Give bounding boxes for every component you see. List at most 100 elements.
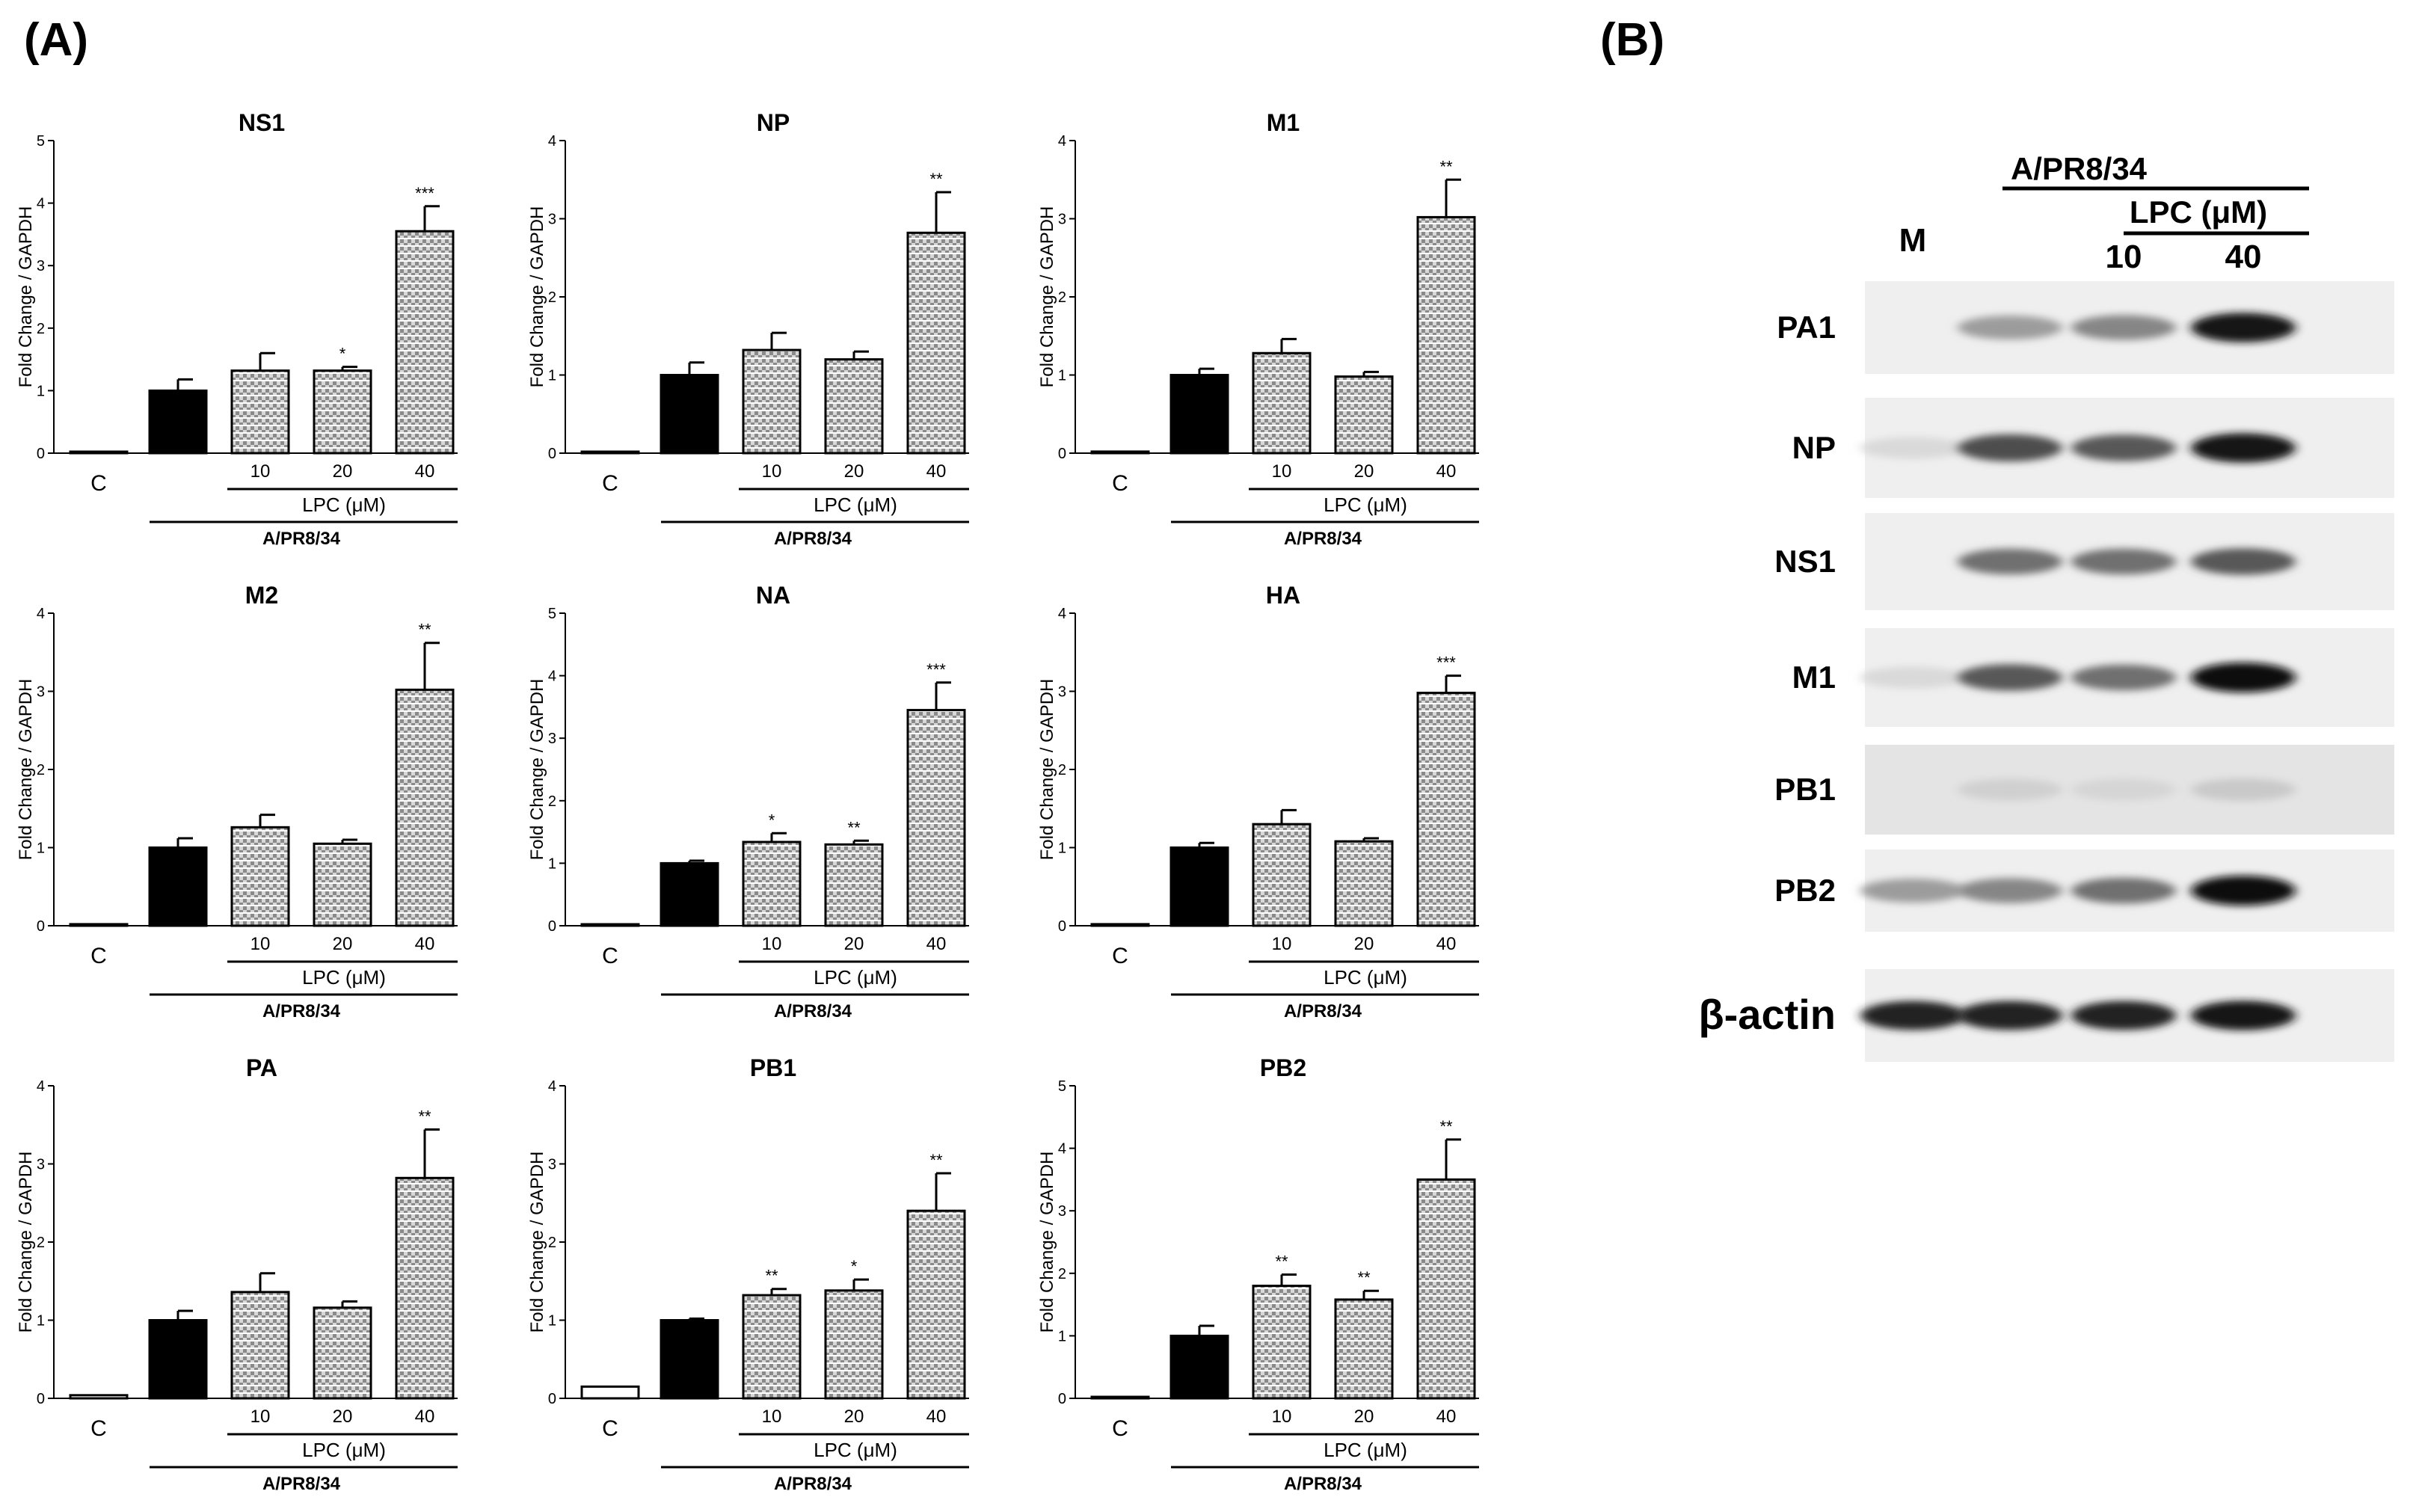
- x-category-label: C: [90, 1416, 107, 1441]
- x-category-label: C: [602, 471, 618, 496]
- x-category-label: 10: [762, 934, 782, 954]
- bar-4: [824, 1289, 884, 1400]
- x-category-label: 20: [1354, 461, 1374, 482]
- y-axis-label: Fold Change / GAPDH: [16, 679, 36, 861]
- bar-5: [906, 1209, 966, 1400]
- chart-title: HA: [1266, 582, 1300, 609]
- blot-lpc-label: LPC (μM): [2130, 194, 2267, 230]
- bar-2: [148, 389, 208, 455]
- significance-mark: *: [339, 345, 346, 363]
- x-category-label: C: [1112, 944, 1128, 968]
- bar-3: [230, 826, 290, 927]
- blot-row-ns1: NS1: [1774, 513, 2394, 610]
- lpc-group-label: LPC (μM): [1324, 966, 1407, 989]
- significance-mark: **: [418, 621, 431, 639]
- y-axis-label: Fold Change / GAPDH: [1037, 679, 1057, 861]
- blot-row-label: NS1: [1774, 544, 1836, 579]
- x-category-label: 20: [1354, 934, 1374, 954]
- significance-mark: **: [1275, 1252, 1288, 1270]
- lpc-group-label: LPC (μM): [814, 966, 897, 989]
- y-axis-label: Fold Change / GAPDH: [527, 1152, 547, 1333]
- x-category-label: 40: [926, 1407, 947, 1427]
- blot-band: [2071, 1001, 2176, 1030]
- bar-1: [69, 450, 129, 455]
- blot-row-label: PB2: [1774, 873, 1836, 908]
- y-axis-label: Fold Change / GAPDH: [527, 206, 547, 388]
- y-tick-label: 3: [37, 684, 45, 701]
- blot-row-label: NP: [1792, 430, 1836, 465]
- y-tick-label: 5: [548, 606, 556, 622]
- virus-group-label: A/PR8/34: [774, 1474, 852, 1494]
- bar-3: [230, 1291, 290, 1400]
- chart-title: NP: [757, 109, 790, 136]
- x-category-label: 10: [1272, 461, 1292, 482]
- virus-group-label: A/PR8/34: [262, 1001, 341, 1021]
- bar-1: [1090, 1395, 1150, 1400]
- blot-row-label: PB1: [1774, 772, 1836, 807]
- y-tick-label: 0: [37, 1391, 45, 1407]
- blot-band: [1860, 437, 1965, 459]
- bar-1: [1090, 923, 1150, 927]
- y-tick-label: 2: [548, 1235, 556, 1251]
- chart-pb2: PB2 Fold Change / GAPDH 0 1 2 3 4 5 C ** 10 ** 20 ** 4…: [1037, 1054, 1479, 1494]
- y-tick-label: 5: [37, 133, 45, 150]
- x-category-label: 20: [1354, 1407, 1374, 1427]
- chart-title: NA: [756, 582, 790, 609]
- blot-band: [2191, 433, 2296, 463]
- blot-band: [1958, 778, 2062, 801]
- significance-mark: **: [1439, 1117, 1453, 1136]
- blot-band: [2191, 313, 2296, 342]
- x-category-label: 40: [926, 934, 947, 954]
- lane-label: M: [1899, 222, 1927, 259]
- blot-band: [1958, 315, 2062, 340]
- significance-mark: **: [1357, 1268, 1371, 1287]
- y-tick-label: 0: [37, 918, 45, 935]
- y-tick-label: 2: [1058, 289, 1066, 306]
- chart-title: PA: [246, 1054, 277, 1081]
- bar-4: [824, 843, 884, 927]
- y-tick-label: 3: [548, 731, 556, 747]
- y-tick-label: 1: [548, 368, 556, 384]
- significance-mark: **: [1439, 157, 1453, 176]
- blot-band: [1958, 878, 2062, 903]
- western-blot-panel: A/PR8/34 LPC (μM) M 10 40 PA1 NP NS1 M1 PB1 PB2 β-a…: [1698, 151, 2394, 1062]
- lpc-group-label: LPC (μM): [1324, 494, 1407, 516]
- chart-title: NS1: [239, 109, 285, 136]
- bar-1: [580, 1385, 640, 1400]
- blot-row-label: PA1: [1777, 310, 1836, 345]
- significance-mark: **: [765, 1267, 778, 1285]
- x-category-label: 10: [250, 461, 271, 482]
- significance-mark: **: [418, 1107, 431, 1126]
- bar-4: [1334, 1298, 1394, 1400]
- chart-m2: M2 Fold Change / GAPDH 0 1 2 3 4 C 10 20 ** 40 LPC (…: [16, 582, 458, 1021]
- blot-band: [1958, 664, 2062, 691]
- bar-4: [824, 358, 884, 455]
- x-category-label: 40: [1436, 934, 1457, 954]
- y-tick-label: 4: [1058, 1141, 1066, 1158]
- y-tick-label: 1: [37, 840, 45, 857]
- bar-5: [906, 231, 966, 455]
- y-tick-label: 4: [1058, 133, 1066, 150]
- bar-3: [742, 840, 802, 927]
- y-tick-label: 1: [1058, 1328, 1066, 1344]
- chart-pa: PA Fold Change / GAPDH 0 1 2 3 4 C 10 20 ** 40 LPC (…: [16, 1054, 458, 1494]
- virus-group-label: A/PR8/34: [262, 1474, 341, 1494]
- y-tick-label: 0: [548, 918, 556, 935]
- bar-4: [313, 842, 372, 927]
- virus-group-label: A/PR8/34: [1284, 1001, 1362, 1021]
- chart-pb1: PB1 Fold Change / GAPDH 0 1 2 3 4 C ** 10 * 20 ** 40 L…: [527, 1054, 969, 1494]
- blot-band: [2071, 778, 2176, 801]
- bar-1: [580, 450, 640, 455]
- bar-2: [660, 374, 719, 455]
- bar-4: [1334, 840, 1394, 927]
- y-tick-label: 1: [1058, 840, 1066, 857]
- y-tick-label: 2: [548, 793, 556, 810]
- y-tick-label: 5: [1058, 1078, 1066, 1095]
- bar-5: [1416, 1178, 1476, 1400]
- lane-label: 10: [2106, 239, 2142, 275]
- blot-row-label: M1: [1792, 660, 1836, 695]
- bar-5: [906, 709, 966, 927]
- x-category-label: 40: [415, 1407, 435, 1427]
- blot-band: [2191, 548, 2296, 575]
